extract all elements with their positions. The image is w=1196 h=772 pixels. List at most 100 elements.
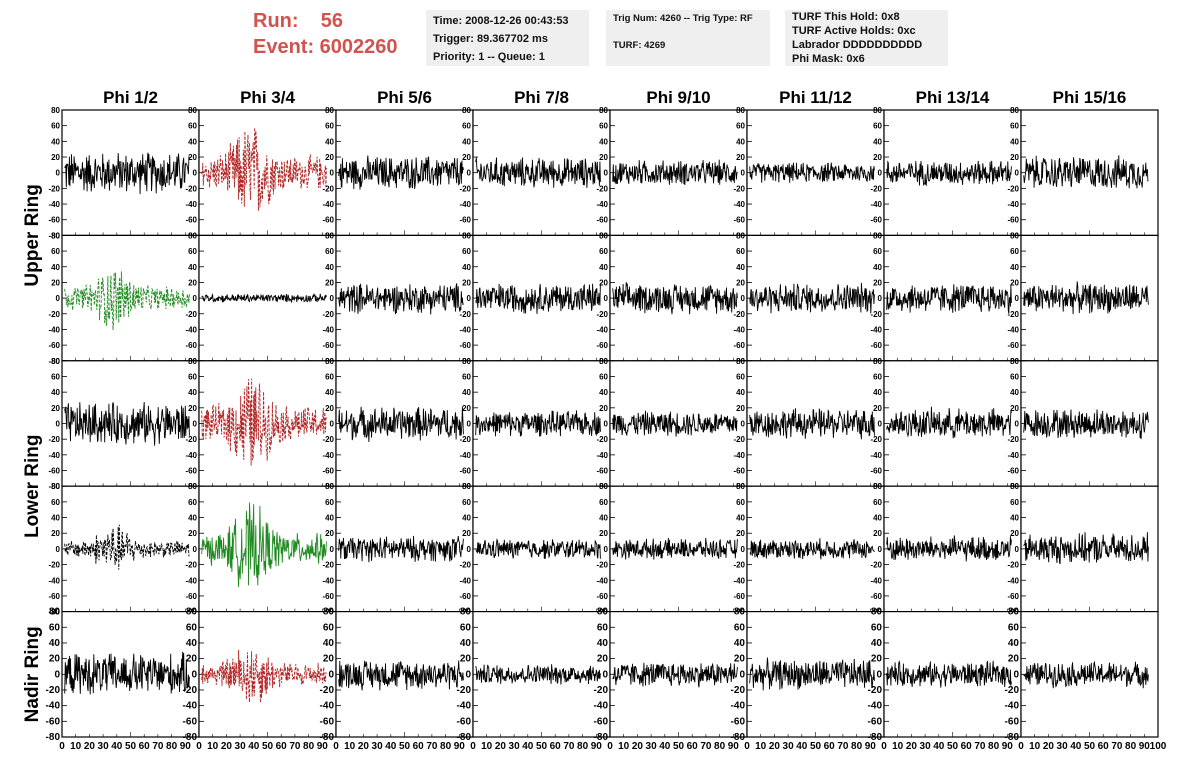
run-number: Run: 56 — [253, 10, 344, 32]
x-tick-label: 0 — [59, 741, 65, 752]
y-tick-label: -80 — [48, 357, 60, 366]
y-tick-label: 0 — [330, 169, 335, 178]
y-tick-label: 80 — [188, 482, 197, 491]
x-tick-label: 70 — [563, 741, 575, 752]
y-tick-label: 20 — [188, 278, 197, 287]
x-tick-label: 30 — [372, 741, 384, 752]
y-tick-label: 0 — [741, 294, 746, 303]
y-tick-label: -60 — [185, 216, 197, 225]
y-tick-label: 60 — [460, 622, 472, 633]
y-tick-label: 80 — [599, 482, 608, 491]
y-tick-label: -40 — [459, 200, 471, 209]
y-tick-label: 0 — [604, 420, 609, 429]
y-tick-label: 80 — [736, 106, 745, 115]
y-tick-label: -20 — [48, 184, 60, 193]
y-tick-label: 40 — [51, 514, 60, 523]
y-tick-label: 80 — [599, 357, 608, 366]
y-tick-label: -60 — [48, 592, 60, 601]
y-tick-label: 60 — [323, 622, 335, 633]
y-tick-label: -20 — [870, 310, 882, 319]
x-tick-label: 0 — [333, 741, 339, 752]
y-tick-label: -60 — [48, 341, 60, 350]
y-tick-label: -60 — [733, 592, 745, 601]
turf-this-hold-text: TURF This Hold: 0x8 — [792, 11, 900, 23]
y-tick-label: 20 — [1010, 153, 1019, 162]
y-tick-label: 80 — [1010, 106, 1019, 115]
y-tick-label: 20 — [599, 278, 608, 287]
x-tick-label: 40 — [659, 741, 671, 752]
ring-label: Nadir Ring — [22, 626, 43, 722]
x-tick-label: 80 — [851, 741, 863, 752]
y-tick-label: 0 — [328, 669, 334, 680]
y-tick-label: 80 — [599, 106, 608, 115]
y-tick-label: -20 — [870, 561, 882, 570]
waveform-trace — [612, 537, 738, 560]
y-tick-label: -20 — [459, 184, 471, 193]
y-tick-label: -40 — [459, 576, 471, 585]
y-tick-label: 0 — [465, 669, 471, 680]
labrador-text: Labrador DDDDDDDDDD — [792, 39, 923, 51]
y-tick-label: 0 — [876, 669, 882, 680]
y-tick-label: 80 — [873, 106, 882, 115]
y-tick-label: 40 — [462, 514, 471, 523]
x-tick-label: 0 — [881, 741, 887, 752]
x-tick-label: 40 — [385, 741, 397, 752]
y-tick-label: -40 — [48, 325, 60, 334]
y-tick-label: -60 — [457, 716, 472, 727]
x-tick-label: 30 — [646, 741, 658, 752]
y-tick-label: 0 — [739, 669, 745, 680]
y-tick-label: -40 — [185, 576, 197, 585]
y-tick-label: 60 — [462, 498, 471, 507]
x-tick-label: 50 — [810, 741, 822, 752]
waveform-trace — [886, 284, 1012, 314]
turf-active-holds-text: TURF Active Holds: 0xc — [792, 25, 916, 37]
x-tick-label: 60 — [276, 741, 288, 752]
y-tick-label: -40 — [1005, 701, 1020, 712]
y-tick-label: 0 — [878, 294, 883, 303]
y-tick-label: 0 — [878, 545, 883, 554]
y-tick-label: 80 — [1010, 231, 1019, 240]
waveform-trace — [1023, 660, 1149, 689]
x-tick-label: 70 — [152, 741, 164, 752]
y-tick-label: -40 — [457, 701, 472, 712]
y-tick-label: 40 — [188, 514, 197, 523]
x-tick-label: 80 — [988, 741, 1000, 752]
y-tick-label: -20 — [48, 435, 60, 444]
y-tick-label: -60 — [1007, 592, 1019, 601]
time-trigger-info-box: Time: 2008-12-26 00:43:53 Trigger: 89.36… — [426, 10, 589, 66]
y-tick-label: 60 — [873, 247, 882, 256]
y-tick-label: -20 — [596, 435, 608, 444]
x-tick-label: 20 — [1043, 741, 1055, 752]
y-tick-label: 0 — [741, 169, 746, 178]
waveform-trace — [201, 127, 327, 211]
y-tick-label: 60 — [1008, 622, 1020, 633]
y-tick-label: 40 — [597, 638, 609, 649]
y-tick-label: 20 — [736, 153, 745, 162]
y-tick-label: 40 — [186, 638, 198, 649]
waveform-trace — [749, 538, 875, 560]
y-tick-label: 40 — [599, 388, 608, 397]
y-tick-label: 60 — [597, 622, 609, 633]
y-tick-label: -40 — [733, 576, 745, 585]
y-tick-label: -40 — [596, 451, 608, 460]
waveform-trace — [475, 410, 601, 437]
y-tick-label: 20 — [49, 654, 61, 665]
x-tick-label: 60 — [550, 741, 562, 752]
y-tick-label: -80 — [48, 482, 60, 491]
column-header-label: Phi 9/10 — [646, 88, 710, 107]
waveform-trace — [64, 152, 190, 195]
y-tick-label: 80 — [51, 106, 60, 115]
y-tick-label: 20 — [736, 278, 745, 287]
y-tick-label: -40 — [459, 325, 471, 334]
column-header-label: Phi 11/12 — [779, 88, 852, 107]
turf-text: TURF: 4269 — [613, 40, 666, 51]
y-tick-label: 60 — [1010, 122, 1019, 131]
